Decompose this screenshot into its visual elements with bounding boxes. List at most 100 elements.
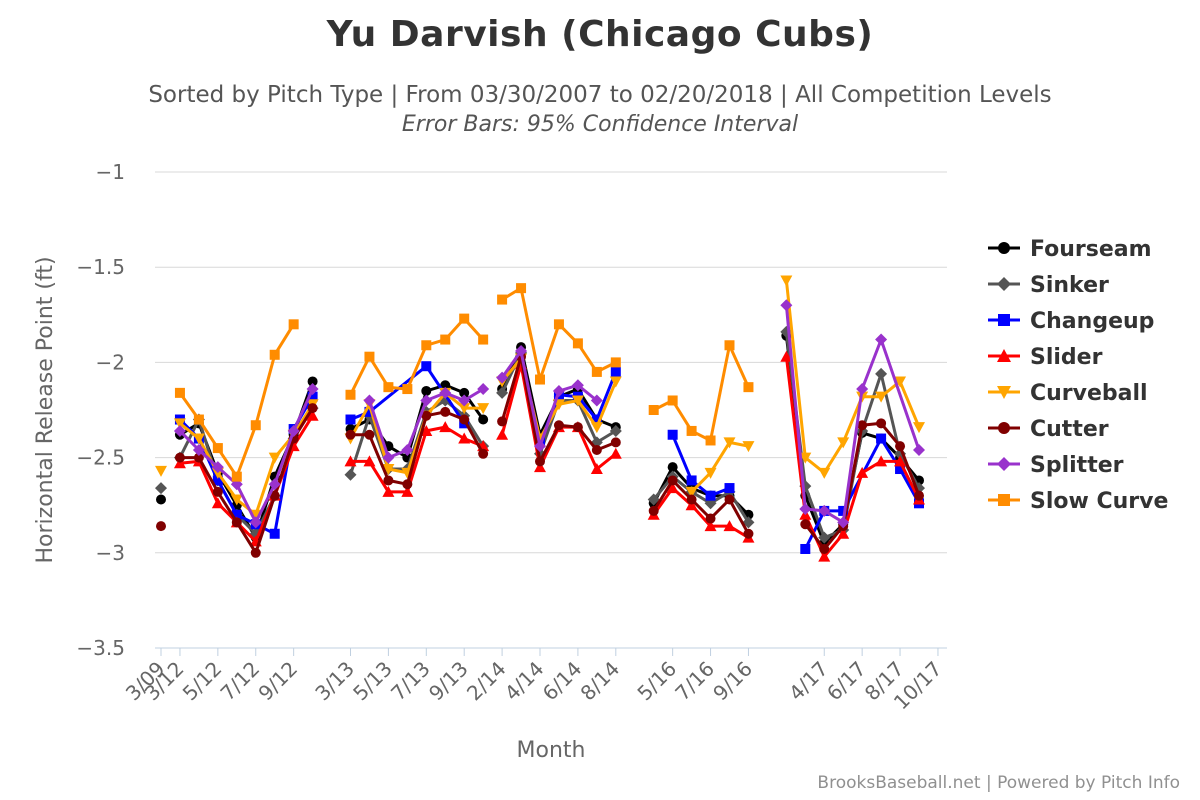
data-point <box>837 527 850 539</box>
credits-link[interactable]: BrooksBaseball.net | Powered by Pitch In… <box>817 773 1180 793</box>
data-point <box>572 422 583 433</box>
data-point <box>383 475 394 486</box>
data-point <box>685 499 698 511</box>
data-point <box>497 294 508 305</box>
legend-item-changeup[interactable]: Changeup <box>988 309 1154 334</box>
legend-marker <box>997 277 1011 291</box>
legend-item-sinker[interactable]: Sinker <box>988 273 1109 298</box>
data-point <box>363 394 376 407</box>
data-point <box>212 486 223 497</box>
data-point <box>173 424 186 437</box>
data-point <box>439 421 452 433</box>
data-point <box>173 418 186 430</box>
data-point <box>193 452 204 463</box>
data-point <box>838 505 849 516</box>
data-point <box>705 490 716 501</box>
data-point <box>591 366 602 377</box>
data-point <box>857 420 868 431</box>
data-point <box>363 455 376 467</box>
series-line <box>349 425 485 494</box>
data-point <box>913 422 925 434</box>
data-point <box>723 437 736 449</box>
data-point <box>875 455 888 467</box>
data-point <box>421 361 432 372</box>
data-point <box>571 379 584 392</box>
y-tick-label: −3 <box>96 541 125 565</box>
data-point <box>535 456 545 467</box>
y-tick-label: −2.5 <box>76 446 125 470</box>
x-tick-label: 4/17 <box>784 657 833 706</box>
data-point <box>192 433 205 445</box>
data-point <box>478 448 489 459</box>
data-point <box>780 350 793 362</box>
data-point <box>231 517 242 528</box>
series-line <box>690 440 750 494</box>
data-point <box>895 441 906 452</box>
series-slow-curve <box>174 283 754 482</box>
data-point <box>686 425 697 436</box>
chart-title: Yu Darvish (Chicago Cubs) <box>326 14 874 55</box>
data-point <box>440 334 451 345</box>
data-point <box>667 462 678 473</box>
data-point <box>478 414 489 425</box>
data-point <box>535 374 545 385</box>
series-line <box>671 433 731 498</box>
x-tick-label: 6/17 <box>822 657 871 706</box>
legend-marker <box>997 349 1011 362</box>
data-point <box>516 283 527 294</box>
data-point <box>686 494 697 505</box>
data-point <box>250 420 261 431</box>
legend-item-slider[interactable]: Slider <box>988 345 1103 370</box>
data-point <box>458 394 471 407</box>
data-point <box>269 490 280 501</box>
legend-item-curveball[interactable]: Curveball <box>988 381 1148 406</box>
data-point <box>856 466 869 478</box>
data-point <box>440 380 451 391</box>
legend-label: Curveball <box>1030 381 1148 406</box>
data-point <box>609 447 622 459</box>
data-point <box>496 428 509 440</box>
legend-item-slow-curve[interactable]: Slow Curve <box>988 489 1168 514</box>
data-point <box>856 383 869 396</box>
data-point <box>875 333 888 346</box>
data-point <box>780 299 793 312</box>
data-point <box>724 494 735 505</box>
data-point <box>192 443 205 456</box>
legend-item-fourseam[interactable]: Fourseam <box>988 237 1152 262</box>
data-point <box>420 394 433 407</box>
data-point <box>800 543 811 554</box>
x-tick-label: 3/13 <box>310 657 359 706</box>
data-point <box>496 371 509 384</box>
data-point <box>799 452 812 464</box>
data-point <box>382 485 395 497</box>
data-point <box>211 461 224 474</box>
data-point <box>647 493 660 506</box>
data-point <box>307 391 318 402</box>
data-point <box>249 509 262 521</box>
legend-item-cutter[interactable]: Cutter <box>988 417 1109 442</box>
data-point <box>553 420 564 431</box>
legend-marker <box>998 314 1010 326</box>
data-point <box>402 384 413 395</box>
data-point <box>590 394 603 407</box>
data-point <box>269 528 280 539</box>
data-point <box>345 389 356 400</box>
x-axis: 3/093/125/127/129/12 3/135/137/139/132/14… <box>121 647 947 714</box>
data-point <box>610 437 621 448</box>
data-point <box>610 357 621 368</box>
data-point <box>723 520 736 532</box>
data-point <box>742 441 755 453</box>
data-point <box>212 475 223 486</box>
plot-area <box>155 275 925 562</box>
data-point <box>686 475 697 486</box>
x-tick-label: 7/13 <box>386 657 435 706</box>
data-point <box>211 497 224 509</box>
data-point <box>497 416 508 427</box>
legend-item-splitter[interactable]: Splitter <box>988 453 1124 478</box>
data-point <box>458 432 471 444</box>
x-tick-label: 2/14 <box>462 657 511 706</box>
data-point <box>307 403 318 414</box>
y-tick-label: −1 <box>96 160 125 184</box>
series-line <box>178 414 315 543</box>
data-point <box>344 455 357 467</box>
